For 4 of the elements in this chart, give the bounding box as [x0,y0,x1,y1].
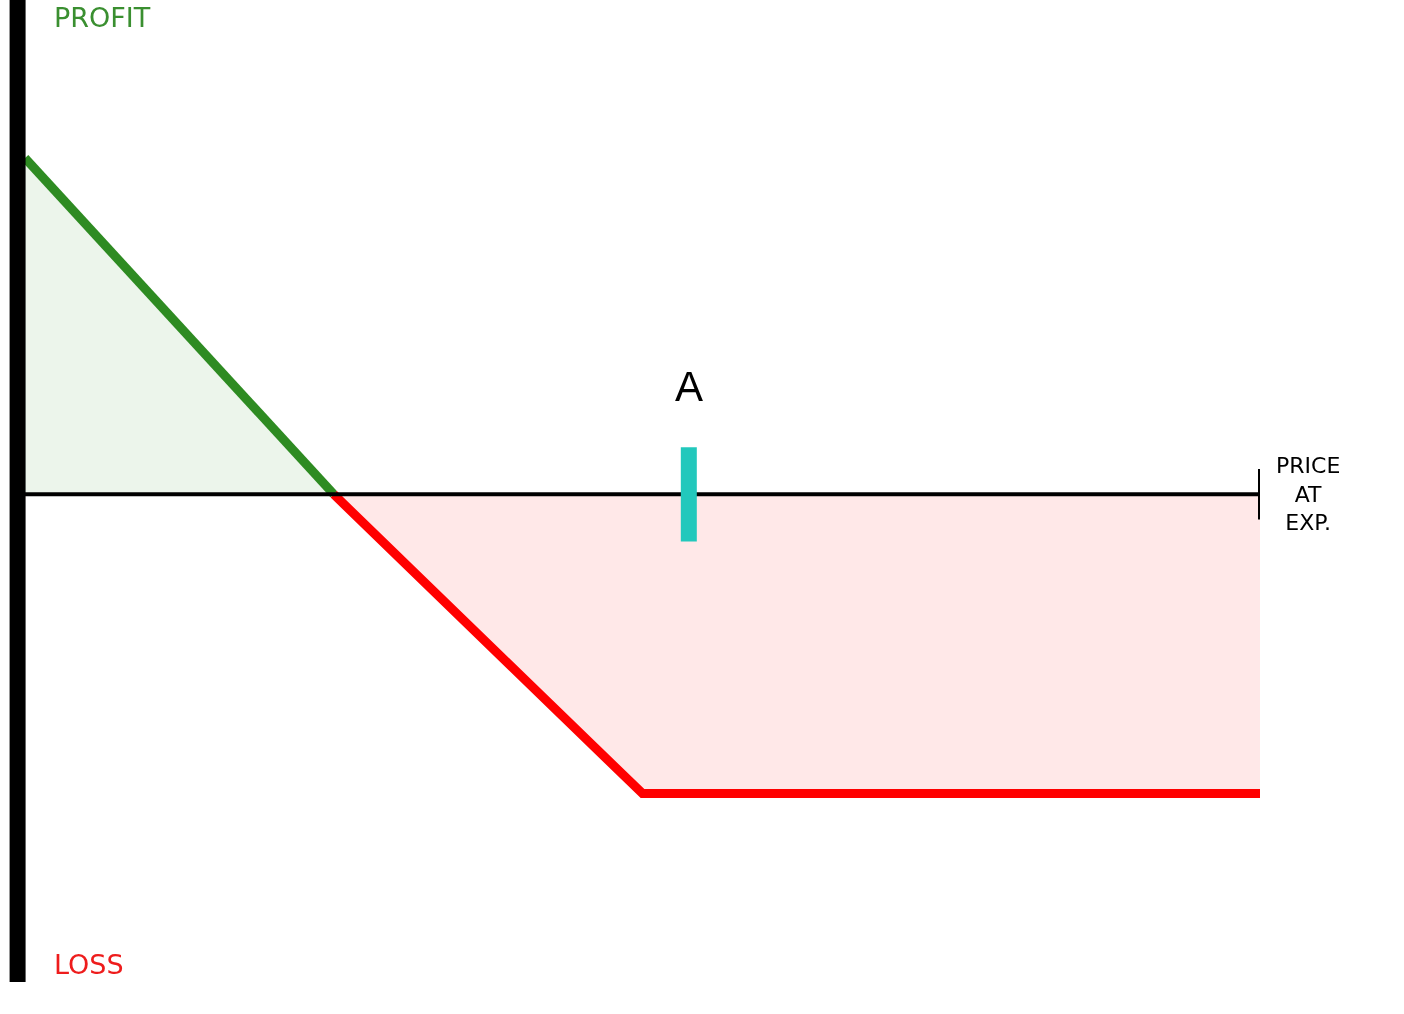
annotation: A [675,363,704,410]
x-axis-title: PRICE AT EXP. [1276,453,1341,536]
text: LOSS [54,949,124,980]
text: PROFIT [54,2,151,33]
